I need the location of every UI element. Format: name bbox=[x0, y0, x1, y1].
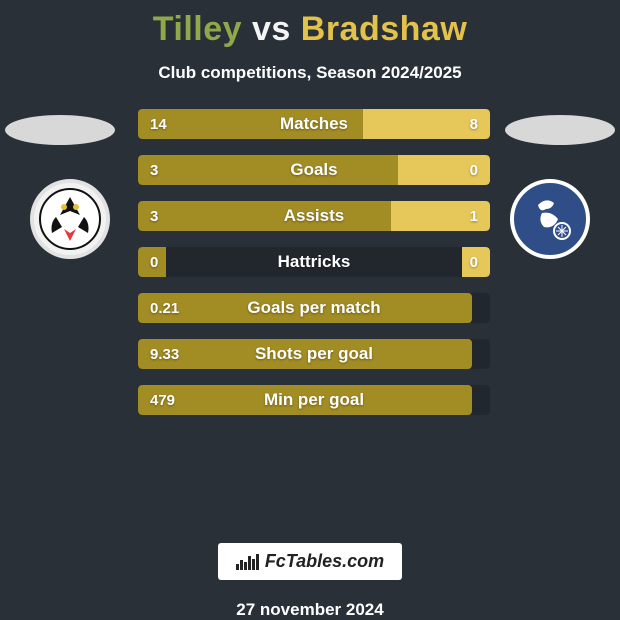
stat-value-single: 479 bbox=[150, 385, 175, 415]
stat-label: Hattricks bbox=[138, 247, 490, 277]
stat-value-p2: 1 bbox=[470, 201, 478, 231]
branding-text: FcTables.com bbox=[265, 551, 384, 572]
stat-label: Goals per match bbox=[138, 293, 490, 323]
stat-row-split: Assists3 1 bbox=[138, 201, 490, 231]
stat-row-split: Matches14 8 bbox=[138, 109, 490, 139]
subtitle: Club competitions, Season 2024/2025 bbox=[0, 63, 620, 83]
stat-value-p1: 3 bbox=[150, 155, 158, 185]
stat-value-p1: 14 bbox=[150, 109, 167, 139]
stat-label: Matches bbox=[138, 109, 490, 139]
stat-value-single: 9.33 bbox=[150, 339, 179, 369]
stat-bars-container: Matches148Goals30Assists31Hattricks00Goa… bbox=[138, 109, 490, 431]
stat-row-single: Goals per match0.21 bbox=[138, 293, 490, 323]
stat-row-split: Goals3 0 bbox=[138, 155, 490, 185]
eagle-crest-icon bbox=[38, 187, 102, 251]
bars-icon bbox=[236, 554, 259, 570]
comparison-content: Matches148Goals30Assists31Hattricks00Goa… bbox=[0, 101, 620, 531]
stat-label: Min per goal bbox=[138, 385, 490, 415]
title-player1: Tilley bbox=[153, 10, 242, 48]
comparison-title: Tilley vs Bradshaw bbox=[0, 0, 620, 49]
branding-row: FcTables.com bbox=[0, 543, 620, 580]
player2-club-crest bbox=[510, 179, 590, 259]
stat-value-p1: 3 bbox=[150, 201, 158, 231]
title-player2: Bradshaw bbox=[301, 10, 468, 48]
stat-row-single: Shots per goal9.33 bbox=[138, 339, 490, 369]
stat-row-split: Hattricks0 0 bbox=[138, 247, 490, 277]
stat-value-p2: 0 bbox=[470, 247, 478, 277]
stat-value-single: 0.21 bbox=[150, 293, 179, 323]
stat-value-p2: 8 bbox=[470, 109, 478, 139]
stat-value-p1: 0 bbox=[150, 247, 158, 277]
stat-row-single: Min per goal479 bbox=[138, 385, 490, 415]
lion-crest-icon bbox=[518, 187, 582, 251]
stat-label: Assists bbox=[138, 201, 490, 231]
title-vs: vs bbox=[252, 10, 291, 48]
date-text: 27 november 2024 bbox=[0, 600, 620, 620]
player2-shadow-ellipse bbox=[505, 115, 615, 145]
player1-shadow-ellipse bbox=[5, 115, 115, 145]
stat-label: Shots per goal bbox=[138, 339, 490, 369]
branding-box: FcTables.com bbox=[218, 543, 402, 580]
stat-label: Goals bbox=[138, 155, 490, 185]
stat-value-p2: 0 bbox=[470, 155, 478, 185]
player1-club-crest bbox=[30, 179, 110, 259]
